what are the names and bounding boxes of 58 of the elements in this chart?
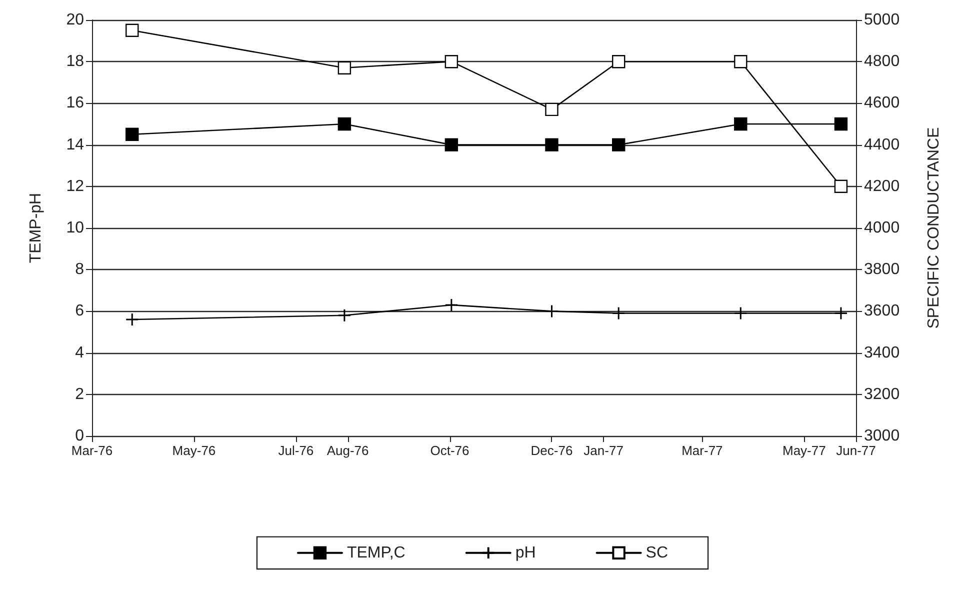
legend-label: TEMP,C <box>346 544 406 562</box>
legend-label: SC <box>646 544 668 562</box>
point <box>834 117 848 131</box>
y2-tick-label: 4000 <box>864 220 900 236</box>
y-tick-label: 6 <box>75 302 84 320</box>
y-tick-label: 8 <box>75 261 84 278</box>
y2-axis-title: SPECIFIC CONDUCTANCE <box>926 127 942 329</box>
x-tick-label: Oct-76 <box>430 443 470 458</box>
point <box>834 180 848 193</box>
y-tick-label: 14 <box>66 136 84 154</box>
point <box>612 138 626 152</box>
y2-tick-label: 4200 <box>864 178 900 195</box>
point <box>126 24 139 37</box>
y-tick-label: 4 <box>75 344 84 362</box>
y-tick-label: 20 <box>66 12 84 28</box>
y-tick-label: 18 <box>66 53 84 70</box>
point <box>545 102 558 116</box>
x-tick-label: May-76 <box>172 443 216 458</box>
y-tick-label: 16 <box>66 94 84 112</box>
point <box>834 306 848 320</box>
y2-tick-label: 5000 <box>864 12 900 28</box>
y2-tick-label: 4400 <box>864 136 900 154</box>
point <box>444 55 458 68</box>
y-tick-label: 12 <box>66 178 84 195</box>
point <box>612 306 626 320</box>
point <box>338 308 352 322</box>
x-tick-label: Jul-76 <box>278 443 314 458</box>
legend-label: pH <box>515 544 536 562</box>
point <box>612 55 626 68</box>
point <box>444 138 458 152</box>
y2-tick-label: 4800 <box>864 53 900 70</box>
point <box>338 61 352 74</box>
y-axis-title: TEMP-pH <box>28 192 44 264</box>
x-tick-label: May-77 <box>782 443 826 458</box>
point <box>444 298 458 312</box>
y2-tick-label: 3200 <box>864 386 900 403</box>
y-tick-label: 2 <box>75 386 84 403</box>
y-tick-label: 0 <box>75 428 84 444</box>
point <box>545 138 558 152</box>
x-tick-label: Mar-76 <box>71 443 113 458</box>
point <box>734 55 748 68</box>
x-tick-label: Jun-77 <box>836 443 876 458</box>
y2-tick-label: 3600 <box>864 302 900 320</box>
y2-tick-label: 4600 <box>864 94 900 112</box>
y-tick-label: 10 <box>66 220 84 236</box>
x-tick-label: Mar-77 <box>682 443 723 458</box>
x-tick-label: Dec-76 <box>530 443 573 458</box>
y2-tick-label: 3000 <box>864 428 900 444</box>
point <box>544 304 558 318</box>
point <box>125 312 139 326</box>
y2-tick-label: 3800 <box>864 261 900 278</box>
point <box>126 128 139 141</box>
x-tick-label: Aug-76 <box>326 443 369 458</box>
y2-tick-label: 3400 <box>864 344 900 362</box>
point <box>734 306 748 320</box>
x-tick-label: Jan-77 <box>584 443 624 458</box>
point <box>338 117 352 131</box>
point <box>734 117 748 131</box>
